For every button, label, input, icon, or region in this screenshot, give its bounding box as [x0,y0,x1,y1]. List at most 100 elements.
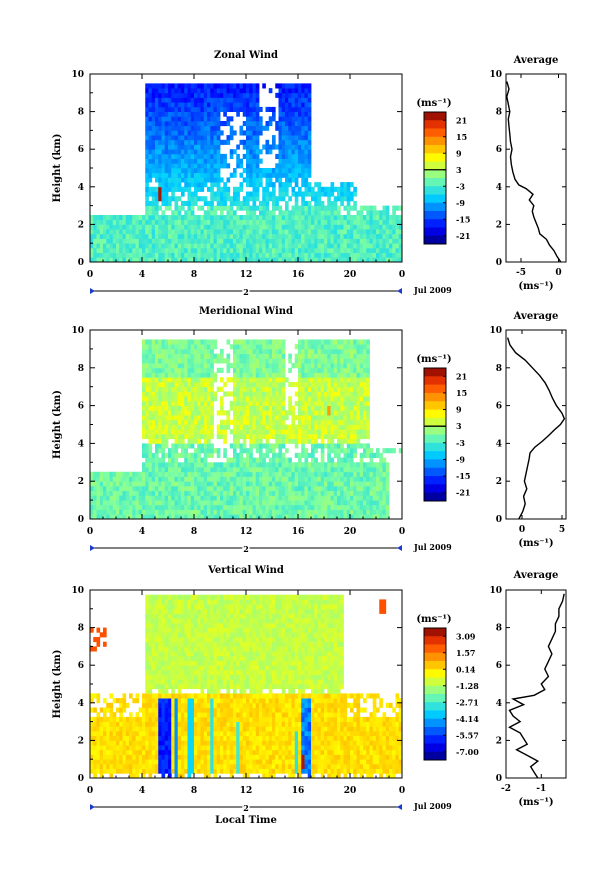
heatmap-cell [272,196,276,202]
heatmap-cell [346,210,351,216]
heatmap-cell [197,509,201,515]
heatmap-cell [181,168,185,174]
heatmap-cell [229,172,234,178]
heatmap-cell [184,415,188,421]
heatmap-cell [210,443,214,449]
heatmap-cell [281,219,286,225]
heatmap-cell [242,243,247,249]
heatmap-cell [236,438,240,444]
heatmap-cell [301,348,305,355]
heatmap-cell [281,396,286,402]
heatmap-cell [333,358,338,364]
heatmap-cell [190,116,195,122]
heatmap-cell [246,400,250,407]
heatmap-cell [197,135,201,141]
heatmap-cell [220,386,224,392]
heatmap-cell [181,500,185,506]
heatmap-cell [281,377,286,383]
heatmap-cell [229,377,234,383]
heatmap-cell [164,405,169,411]
heatmap-cell [366,348,370,355]
heatmap-cell [311,424,315,430]
heatmap-cell [168,485,172,492]
heatmap-cell [301,88,305,94]
heatmap-cell [142,476,146,482]
heatmap-cell [333,205,338,211]
heatmap-cell [268,348,273,355]
heatmap-cell [346,247,351,253]
heatmap-cell [252,149,257,155]
heatmap-cell [324,367,328,373]
heatmap-cell [145,116,149,122]
heatmap-cell [210,500,214,506]
heatmap-cell [294,257,299,263]
heatmap-cell [333,443,338,449]
heatmap-cell [246,88,250,94]
heatmap-cell [298,476,302,482]
heatmap-cell [239,339,244,345]
heatmap-cell [252,429,257,435]
heatmap-cell [148,509,153,515]
heatmap-cell [171,88,175,94]
heatmap-cell [210,381,214,388]
heatmap-cell [275,238,279,244]
heatmap-cell [116,495,120,501]
heatmap-cell [161,106,166,112]
heatmap-cell [168,172,172,178]
heatmap-cell [343,224,348,230]
heatmap-cell [301,405,305,411]
heatmap-cell [155,186,159,192]
heatmap-cell [194,415,198,421]
heatmap-cell [216,238,221,244]
heatmap-cell [242,438,247,444]
heatmap-cell [184,381,188,388]
heatmap-cell [281,481,286,487]
heatmap-cell [190,372,195,378]
heatmap-cell [135,215,140,221]
heatmap-cell [210,205,214,211]
heatmap-cell [99,504,104,510]
heatmap-cell [112,224,117,230]
heatmap-cell [184,102,188,108]
heatmap-cell [337,424,341,430]
heatmap-cell [249,243,253,249]
heatmap-cell [164,130,169,136]
heatmap-cell [187,438,192,444]
heatmap-cell [122,233,127,239]
heatmap-cell [320,247,325,253]
heatmap-cell [148,111,153,117]
heatmap-cell [398,215,403,221]
heatmap-cell [155,457,159,463]
heatmap-cell [281,111,286,117]
heatmap-cell [129,490,133,496]
heatmap-cell [301,358,305,364]
heatmap-cell [324,205,328,211]
heatmap-cell [177,219,182,225]
heatmap-cell [278,452,283,458]
heatmap-cell [285,500,289,506]
heatmap-cell [281,130,286,136]
heatmap-cell [363,238,367,244]
heatmap-cell [168,168,172,174]
heatmap-cell [255,405,260,411]
heatmap-cell [314,391,318,397]
heatmap-cell [311,405,315,411]
heatmap-cell [112,481,117,487]
heatmap-cell [155,252,159,258]
heatmap-cell [226,88,231,94]
heatmap-cell [346,386,351,392]
heatmap-cell [168,121,172,127]
heatmap-cell [265,139,270,145]
heatmap-cell [288,500,292,506]
heatmap-cell [324,471,328,477]
heatmap-cell [207,490,211,496]
heatmap-cell [353,377,357,383]
heatmap-cell [200,144,205,150]
heatmap-cell [340,229,344,235]
heatmap-cell [252,367,257,373]
heatmap-cell [155,396,159,402]
heatmap-cell [307,102,312,108]
heatmap-cell [311,471,315,477]
heatmap-cell [350,396,354,402]
heatmap-cell [145,485,149,492]
